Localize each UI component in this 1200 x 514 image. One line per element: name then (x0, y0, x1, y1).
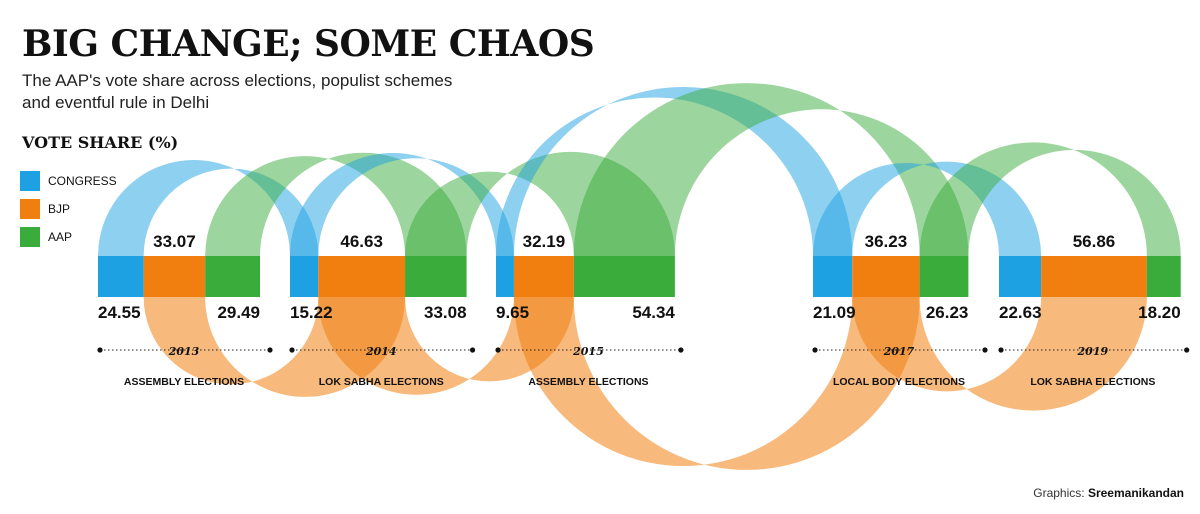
arc-bjp-2014-2015 (318, 297, 574, 395)
election-label-2015: ASSEMBLY ELECTIONS (528, 376, 648, 388)
credit-name: Sreemanikandan (1087, 486, 1184, 500)
legend-label-bjp: BJP (48, 202, 71, 216)
bar-aap-2013 (205, 256, 261, 297)
legend-item-congress: CONGRESS (20, 170, 117, 192)
value-label-congress-2013: 24.55 (98, 303, 141, 322)
election-label-2019: LOK SABHA ELECTIONS (1030, 376, 1155, 388)
timeline-dot-start-2017 (812, 347, 818, 353)
bar-congress-2013 (98, 256, 144, 297)
chart-title: BIG CHANGE; SOME CHAOS (22, 23, 595, 65)
value-label-congress-2015: 9.65 (496, 303, 529, 322)
legend: CONGRESS BJP AAP (20, 170, 117, 254)
legend-swatch-congress (20, 171, 40, 191)
bar-bjp-2013 (143, 256, 206, 297)
value-label-congress-2014: 15.22 (290, 303, 333, 322)
credit-label: Graphics: (1033, 486, 1085, 500)
legend-item-aap: AAP (20, 226, 117, 248)
year-label-2015: 2015 (572, 345, 604, 358)
election-label-2014: LOK SABHA ELECTIONS (319, 376, 444, 388)
credit: Graphics: Sreemanikandan (1033, 486, 1184, 500)
timeline-dot-start-2015 (495, 347, 501, 353)
arc-aap-2013-2014 (205, 152, 467, 256)
value-label-aap-2014: 33.08 (424, 303, 467, 322)
value-label-aap-2019: 18.20 (1138, 303, 1181, 322)
legend-item-bjp: BJP (20, 198, 117, 220)
timeline-dot-end-2017 (982, 347, 988, 353)
bar-aap-2014 (405, 256, 467, 297)
legend-label-congress: CONGRESS (48, 174, 117, 188)
bar-congress-2019 (999, 256, 1042, 297)
timeline-dot-end-2015 (678, 347, 684, 353)
arc-bjp-2017-2019 (852, 297, 1147, 411)
arc-bjp-2015-2017 (513, 297, 920, 470)
arc-aap-2015-2017 (573, 83, 969, 256)
bar-bjp-2017 (852, 256, 920, 297)
bar-bjp-2019 (1041, 256, 1147, 297)
bar-bjp-2014 (318, 256, 406, 297)
vote-share-heading: VOTE SHARE (%) (22, 133, 179, 152)
value-label-congress-2019: 22.63 (999, 303, 1042, 322)
bar-bjp-2015 (513, 256, 574, 297)
chart-subtitle: The AAP's vote share across elections, p… (22, 71, 453, 112)
value-label-bjp-2015: 32.19 (523, 232, 566, 251)
value-label-bjp-2019: 56.86 (1073, 232, 1116, 251)
bar-aap-2017 (919, 256, 969, 297)
bar-congress-2015 (496, 256, 514, 297)
timeline-dot-end-2013 (267, 347, 273, 353)
timeline-dot-end-2014 (469, 347, 476, 353)
arc-congress-2015-2017 (496, 86, 853, 256)
year-label-2019: 2019 (1077, 345, 1109, 358)
value-label-aap-2013: 29.49 (217, 303, 260, 322)
arc-congress-2014-2015 (290, 153, 514, 256)
connector-arcs (98, 83, 1181, 470)
value-label-bjp-2013: 33.07 (153, 232, 196, 251)
election-label-2017: LOCAL BODY ELECTIONS (833, 376, 965, 388)
timeline-dot-end-2019 (1184, 347, 1190, 353)
year-label-2014: 2014 (365, 345, 397, 358)
timeline-dot-start-2019 (998, 347, 1004, 353)
year-label-2017: 2017 (883, 345, 915, 358)
value-label-aap-2015: 54.34 (632, 303, 675, 322)
timeline-dot-start-2014 (289, 347, 295, 353)
year-label-2013: 2013 (168, 345, 200, 358)
legend-swatch-bjp (20, 199, 40, 219)
bar-congress-2014 (290, 256, 319, 297)
value-label-bjp-2017: 36.23 (865, 232, 908, 251)
value-label-congress-2017: 21.09 (813, 303, 856, 322)
bar-aap-2019 (1146, 256, 1181, 297)
arc-aap-2017-2019 (919, 142, 1181, 256)
legend-label-aap: AAP (48, 230, 73, 244)
timeline-dot-start-2013 (97, 347, 103, 353)
bar-aap-2015 (573, 256, 675, 297)
bar-congress-2017 (813, 256, 853, 297)
value-label-aap-2017: 26.23 (926, 303, 969, 322)
legend-swatch-aap (20, 227, 40, 247)
value-label-bjp-2014: 46.63 (340, 232, 383, 251)
election-label-2013: ASSEMBLY ELECTIONS (124, 376, 244, 388)
